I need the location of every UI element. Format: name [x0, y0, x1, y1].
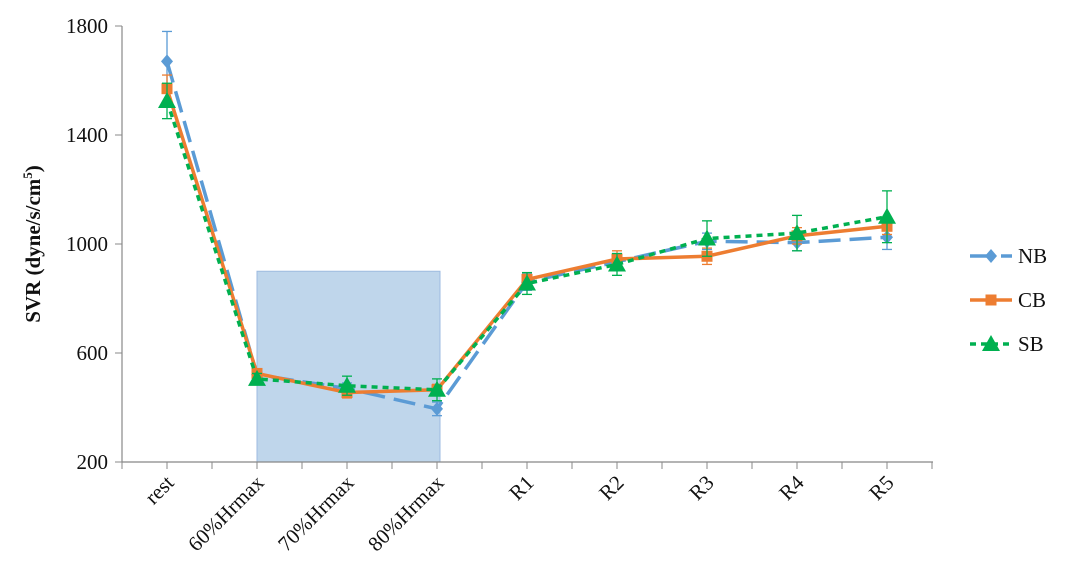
x-tick-label: R2	[594, 471, 628, 505]
y-tick-label: 1000	[66, 232, 108, 256]
legend-label: SB	[1018, 332, 1044, 356]
marker	[608, 255, 626, 272]
y-tick-label: 1400	[66, 123, 108, 147]
y-tick-label: 1800	[66, 14, 108, 38]
x-tick-label: R3	[684, 471, 718, 505]
marker	[158, 91, 176, 108]
marker	[338, 376, 356, 393]
legend-label: NB	[1018, 244, 1047, 268]
x-tick-label: 70%Hrmax	[273, 470, 359, 556]
series-line	[165, 100, 888, 392]
y-tick-label: 600	[77, 341, 109, 365]
legend-marker	[985, 294, 997, 306]
legend-marker	[985, 249, 997, 263]
legend-item: CB	[970, 288, 1046, 312]
y-tick-label: 200	[77, 450, 109, 474]
marker	[518, 274, 536, 291]
y-label-suffix: )	[21, 165, 45, 172]
x-tick-label: R1	[504, 471, 538, 505]
shaded-region	[256, 270, 441, 463]
marker	[698, 229, 716, 246]
marker	[878, 207, 896, 224]
x-tick-label: rest	[140, 470, 179, 509]
y-axis-label: SVR (dyne/s/cm5)	[20, 165, 45, 323]
marker	[161, 54, 173, 69]
series	[158, 82, 896, 402]
marker	[788, 224, 806, 241]
y-label-sup: 5	[20, 172, 35, 179]
y-label-text: SVR (dyne/s/cm	[21, 178, 45, 323]
legend-marker	[982, 335, 1000, 351]
x-tick-label: 60%Hrmax	[183, 470, 269, 556]
x-tick-label: 80%Hrmax	[363, 470, 449, 556]
legend-item: SB	[970, 332, 1044, 356]
marker	[431, 401, 443, 416]
legend-label: CB	[1018, 288, 1046, 312]
x-tick-label: R5	[864, 471, 898, 505]
legend-item: NB	[970, 244, 1047, 268]
x-tick-label: R4	[774, 470, 809, 505]
marker	[428, 380, 446, 397]
marker	[248, 369, 266, 386]
